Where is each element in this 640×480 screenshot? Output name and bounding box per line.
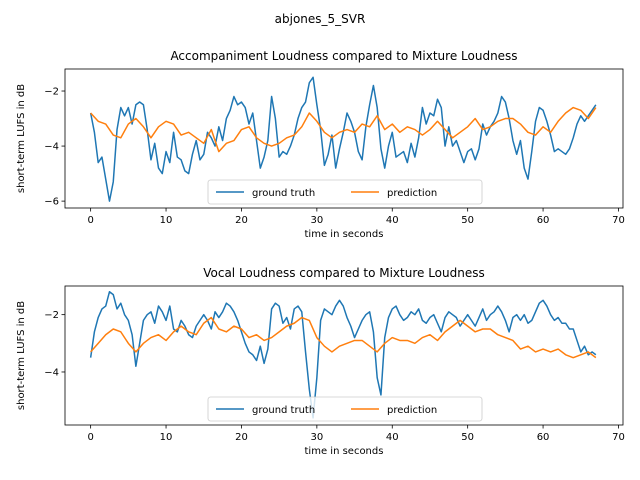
- chart-0-xtick-label: 20: [235, 215, 248, 226]
- chart-0-legend-label-ground-truth: ground truth: [252, 188, 315, 199]
- chart-1-xtick-label: 60: [537, 432, 550, 443]
- chart-0-series-prediction: [90, 106, 597, 153]
- chart-0-xlabel: time in seconds: [305, 229, 384, 240]
- chart-1-legend-label-prediction: prediction: [387, 405, 437, 416]
- accompaniment-plot: Accompaniment Loudness compared to Mixtu…: [16, 49, 625, 240]
- chart-1-xlabel: time in seconds: [305, 446, 384, 457]
- chart-0-ytick-label: −6: [44, 197, 59, 208]
- chart-1-xtick-label: 10: [160, 432, 173, 443]
- chart-0-xtick-label: 50: [461, 215, 474, 226]
- chart-1-legend-box: [207, 396, 483, 422]
- chart-0-xtick-label: 40: [386, 215, 399, 226]
- chart-1-xtick-label: 30: [310, 432, 323, 443]
- chart-0-ytick-label: −4: [44, 142, 59, 153]
- chart-1-xtick-label: 0: [87, 432, 93, 443]
- chart-1-legend: ground truth prediction: [207, 396, 483, 422]
- chart-0-ytick-label: −2: [44, 87, 59, 98]
- chart-0-axes-frame: [64, 68, 624, 209]
- chart-0-xtick-label: 10: [160, 215, 173, 226]
- chart-0-legend: ground truth prediction: [207, 179, 483, 205]
- figure-suptitle: abjones_5_SVR: [275, 12, 366, 26]
- chart-1-title: Vocal Loudness compared to Mixture Loudn…: [203, 266, 485, 280]
- chart-1-ytick-label: −2: [44, 310, 59, 321]
- chart-0-series-ground-truth: [89, 76, 597, 202]
- chart-0-legend-box: [207, 179, 483, 205]
- chart-0-xtick-label: 30: [310, 215, 323, 226]
- chart-1-xtick-label: 70: [612, 432, 625, 443]
- chart-0-xtick-label: 0: [87, 215, 93, 226]
- chart-1-ylabel: short-term LUFS in dB: [16, 301, 27, 410]
- chart-1-series-ground-truth: [89, 290, 597, 419]
- chart-1-xtick-label: 50: [461, 432, 474, 443]
- chart-1-series-prediction: [90, 316, 597, 359]
- chart-0-legend-label-prediction: prediction: [387, 188, 437, 199]
- chart-0-ylabel: short-term LUFS in dB: [16, 84, 27, 193]
- chart-0-xtick-label: 60: [537, 215, 550, 226]
- vocal-plot: Vocal Loudness compared to Mixture Loudn…: [16, 266, 625, 457]
- chart-1-xtick-label: 40: [386, 432, 399, 443]
- chart-0-xtick-label: 70: [612, 215, 625, 226]
- chart-1-ytick-label: −4: [44, 367, 59, 378]
- chart-0-title: Accompaniment Loudness compared to Mixtu…: [170, 49, 517, 63]
- chart-1-axes-frame: [64, 285, 624, 426]
- chart-1-legend-label-ground-truth: ground truth: [252, 405, 315, 416]
- chart-1-xtick-label: 20: [235, 432, 248, 443]
